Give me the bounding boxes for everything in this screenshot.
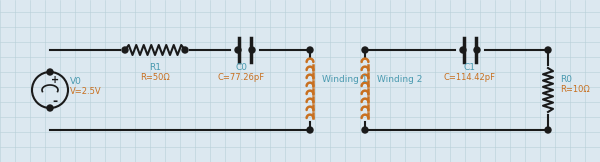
Circle shape (47, 105, 53, 111)
Text: R1: R1 (149, 64, 161, 73)
Text: -: - (52, 94, 58, 108)
Circle shape (307, 127, 313, 133)
Circle shape (249, 47, 255, 53)
Circle shape (474, 47, 480, 53)
Text: V0: V0 (70, 77, 82, 87)
Circle shape (460, 47, 466, 53)
Text: R=10Ω: R=10Ω (560, 86, 590, 94)
Circle shape (235, 47, 241, 53)
Text: Winding 2: Winding 2 (377, 75, 422, 85)
Circle shape (545, 127, 551, 133)
Text: C=77.26pF: C=77.26pF (217, 73, 265, 81)
Circle shape (362, 47, 368, 53)
Circle shape (47, 69, 53, 75)
Text: C1: C1 (464, 64, 476, 73)
Text: C=114.42pF: C=114.42pF (444, 73, 496, 81)
Circle shape (182, 47, 188, 53)
Circle shape (122, 47, 128, 53)
Text: V=2.5V: V=2.5V (70, 87, 101, 97)
Circle shape (307, 47, 313, 53)
Text: R0: R0 (560, 75, 572, 85)
Text: Winding 1: Winding 1 (322, 75, 367, 85)
Circle shape (362, 127, 368, 133)
Text: +: + (51, 75, 59, 85)
Text: R=50Ω: R=50Ω (140, 73, 170, 81)
Circle shape (545, 47, 551, 53)
Text: C0: C0 (235, 64, 247, 73)
